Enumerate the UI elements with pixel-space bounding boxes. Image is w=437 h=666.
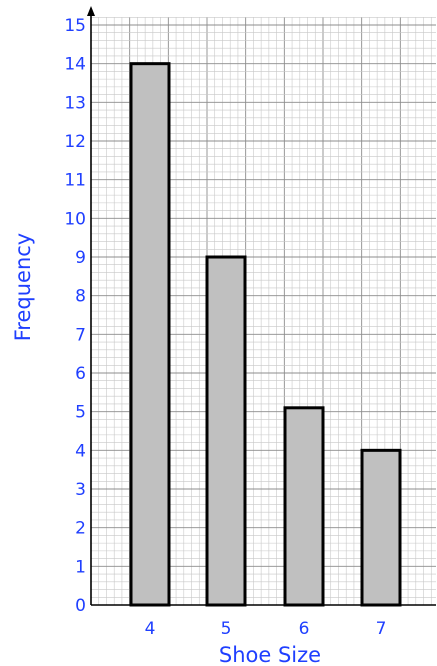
bar-size-4 [129, 62, 171, 607]
y-tick-label: 12 [64, 132, 86, 152]
y-tick-label: 2 [75, 519, 86, 539]
y-tick-label: 3 [75, 480, 86, 500]
y-tick-label: 5 [75, 403, 86, 423]
y-tick-label: 8 [75, 287, 86, 307]
x-tick-label: 6 [299, 619, 310, 639]
y-axis-label: Frequency [11, 233, 35, 342]
axes [87, 6, 436, 606]
bar-size-6 [283, 406, 325, 607]
y-tick-label: 15 [64, 16, 86, 36]
bar-size-5 [205, 255, 247, 607]
y-tick-label: 14 [64, 55, 86, 75]
x-tick-label: 7 [376, 619, 387, 639]
x-axis-label: Shoe Size [219, 643, 321, 666]
y-tick-label: 11 [64, 171, 86, 191]
bars [129, 62, 402, 607]
y-tick-label: 9 [75, 248, 86, 268]
x-tick-labels: 4 5 6 7 [145, 619, 387, 639]
bar-size-7 [360, 448, 402, 607]
x-tick-label: 5 [221, 619, 232, 639]
y-tick-label: 0 [75, 596, 86, 616]
y-tick-label: 4 [75, 441, 86, 461]
y-tick-label: 13 [64, 93, 86, 113]
y-axis-arrow-icon [87, 6, 95, 16]
y-tick-label: 6 [75, 364, 86, 384]
y-tick-label: 10 [64, 209, 86, 229]
y-tick-label: 7 [75, 325, 86, 345]
y-tick-label: 1 [75, 557, 86, 577]
x-tick-label: 4 [145, 619, 156, 639]
